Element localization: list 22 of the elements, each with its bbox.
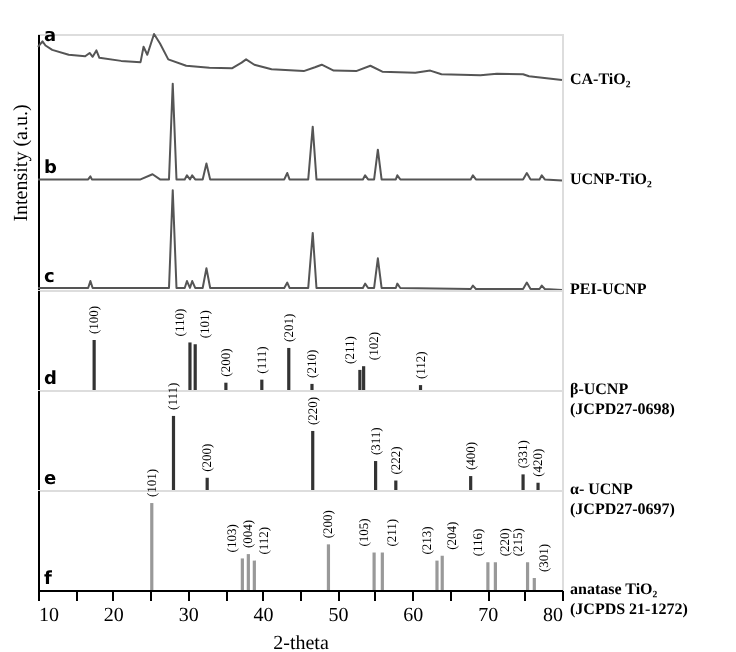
x-tick-label: 60 <box>403 605 424 627</box>
annotation: b <box>44 159 58 180</box>
annotation: f <box>44 570 52 590</box>
y-axis-title: Intensity (a.u.) <box>11 104 33 222</box>
annotation: c <box>44 267 55 288</box>
x-tick-label: 20 <box>103 605 124 627</box>
annotation: d <box>44 370 57 390</box>
text: anatase TiO₂ (JCPDS 21-1272) <box>570 580 689 618</box>
x-tick-label: 80 <box>543 605 563 627</box>
x-tick-label: 70 <box>478 605 499 627</box>
series-label: CA-TiO₂ <box>570 70 632 89</box>
x-tick-label: 30 <box>178 605 199 627</box>
x-axis-title: 2-theta <box>273 633 330 652</box>
x-tick-label: 50 <box>328 605 349 627</box>
series-label: UCNP-TiO₂ <box>570 170 654 189</box>
x-tick-label: 10 <box>39 605 59 627</box>
text: β-UCNP (JCPD27-0698) <box>570 380 676 418</box>
series-label: PEI-UCNP <box>570 280 647 298</box>
annotation: a <box>44 26 57 47</box>
x-tick-label: 40 <box>253 605 274 627</box>
annotation: e <box>44 470 57 490</box>
series-label: α- UCNP (JCPD27-0697) <box>570 480 676 518</box>
